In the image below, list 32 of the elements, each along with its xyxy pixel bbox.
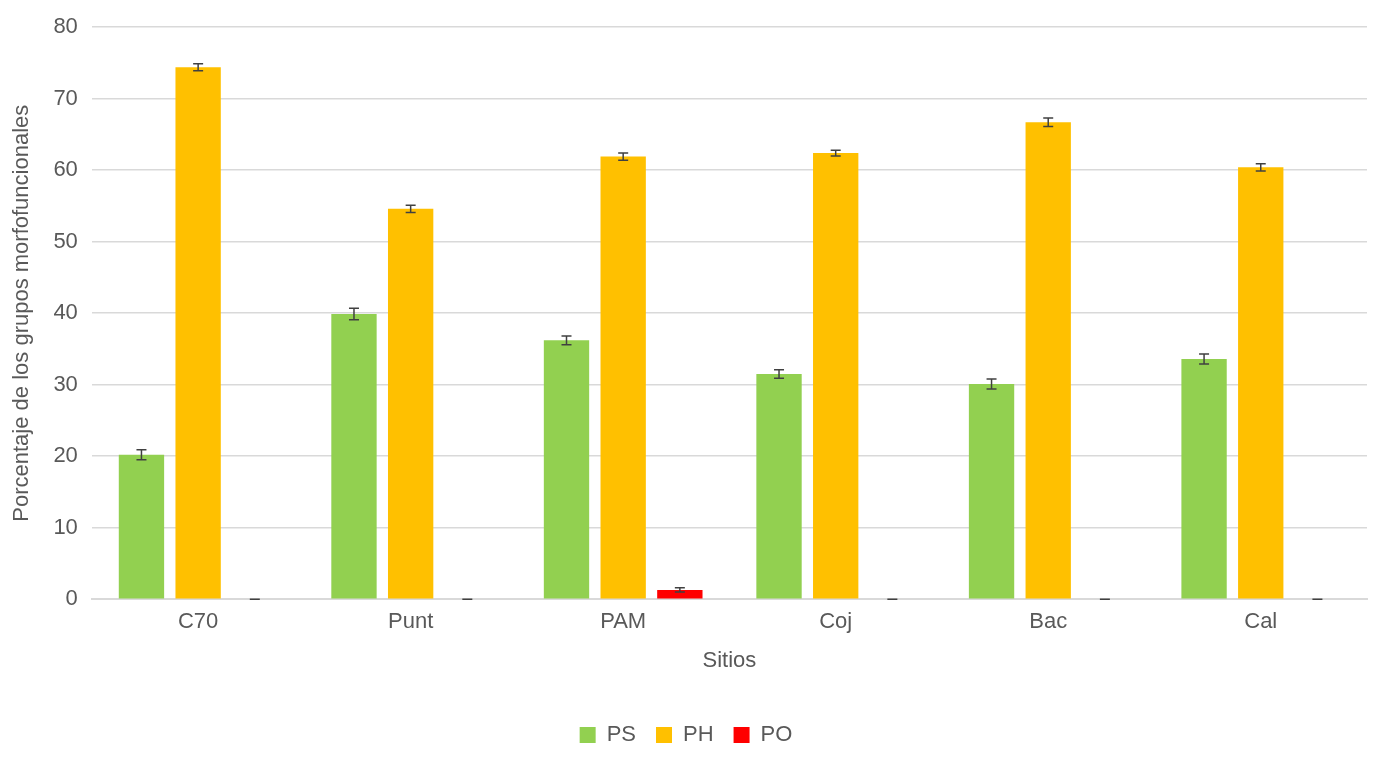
y-tick-label: 40 (53, 299, 78, 325)
bar (1025, 122, 1071, 599)
legend-label: PO (760, 721, 793, 747)
bar (331, 313, 377, 599)
x-tick-label: Coj (819, 608, 853, 634)
x-tick-label: C70 (177, 608, 219, 634)
legend-label: PS (606, 721, 637, 747)
bar (968, 383, 1015, 599)
bar (387, 208, 434, 599)
y-axis-title: Porcentaje de los grupos morfofuncionales (8, 104, 34, 522)
bar (118, 454, 165, 599)
bar (600, 156, 646, 599)
y-tick-label: 30 (53, 370, 78, 396)
x-tick-label: Punt (388, 608, 434, 634)
bar (813, 153, 859, 599)
x-tick-label: PAM (600, 608, 647, 634)
y-tick-label: 20 (53, 442, 78, 468)
bar (756, 373, 802, 599)
x-axis-title: Sitios (702, 646, 757, 672)
x-tick-label: Cal (1244, 608, 1278, 634)
x-tick-label: Bac (1029, 608, 1068, 634)
legend-label: PH (683, 721, 714, 747)
y-tick-label: 10 (53, 513, 78, 539)
y-tick-label: 80 (53, 13, 78, 39)
bar (1181, 358, 1227, 599)
y-tick-label: 60 (53, 156, 78, 182)
bar (175, 67, 221, 599)
y-tick-label: 50 (53, 227, 78, 253)
y-tick-label: 0 (65, 585, 78, 611)
bar (543, 340, 590, 599)
y-tick-label: 70 (53, 84, 78, 110)
bar (1238, 167, 1284, 599)
